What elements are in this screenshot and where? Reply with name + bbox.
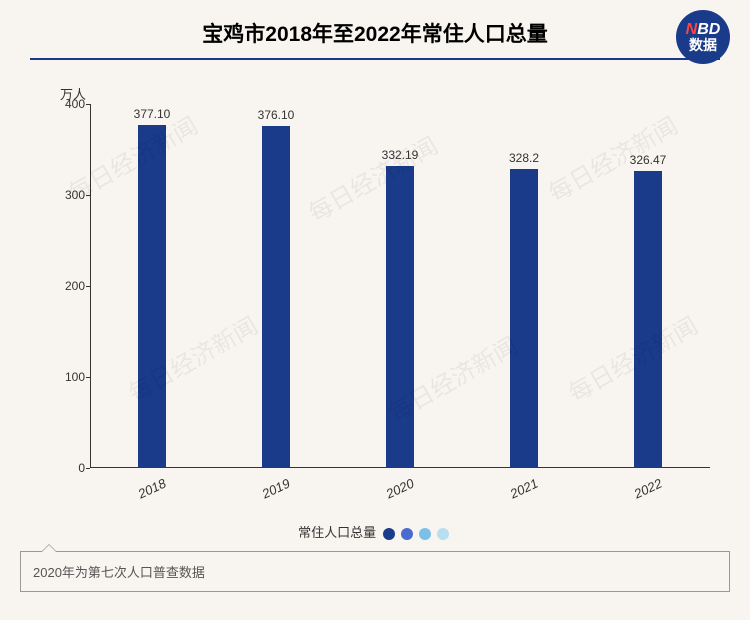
y-tick-mark xyxy=(86,286,90,287)
bar xyxy=(386,166,413,468)
y-tick-label: 400 xyxy=(50,97,85,111)
y-tick-mark xyxy=(86,468,90,469)
x-tick-label: 2020 xyxy=(384,476,417,502)
bar xyxy=(138,125,165,468)
bar-value-label: 328.2 xyxy=(509,151,539,165)
footnote-text: 2020年为第七次人口普查数据 xyxy=(33,565,205,580)
bar-value-label: 376.10 xyxy=(258,108,295,122)
y-tick-label: 100 xyxy=(50,370,85,384)
legend: 常住人口总量 xyxy=(0,522,750,541)
plot-region: 0100200300400377.102018376.102019332.192… xyxy=(90,104,710,468)
bar-value-label: 377.10 xyxy=(134,107,171,121)
y-axis-line xyxy=(90,104,91,468)
x-tick-label: 2018 xyxy=(136,476,169,502)
legend-swatch xyxy=(419,528,431,540)
bar xyxy=(262,126,289,468)
chart-area: 万人 0100200300400377.102018376.102019332.… xyxy=(30,78,720,508)
y-tick-mark xyxy=(86,104,90,105)
bar xyxy=(510,169,537,468)
y-tick-label: 200 xyxy=(50,279,85,293)
x-tick-label: 2022 xyxy=(632,476,665,502)
y-tick-mark xyxy=(86,195,90,196)
header: 宝鸡市2018年至2022年常住人口总量 NBD 数据 xyxy=(0,0,750,68)
legend-label: 常住人口总量 xyxy=(298,525,376,540)
legend-swatch xyxy=(401,528,413,540)
logo-top-text: NBD xyxy=(686,21,721,39)
chart-title: 宝鸡市2018年至2022年常住人口总量 xyxy=(20,18,730,48)
legend-swatch xyxy=(383,528,395,540)
logo-bottom-text: 数据 xyxy=(689,38,717,53)
bar-value-label: 326.47 xyxy=(630,153,667,167)
x-tick-label: 2021 xyxy=(508,476,541,502)
title-underline xyxy=(30,58,720,60)
x-tick-label: 2019 xyxy=(260,476,293,502)
footnote-pointer xyxy=(41,544,57,552)
legend-swatch xyxy=(437,528,449,540)
bar-value-label: 332.19 xyxy=(382,148,419,162)
y-tick-label: 0 xyxy=(50,461,85,475)
bar xyxy=(634,171,661,468)
footnote-box: 2020年为第七次人口普查数据 xyxy=(20,551,730,592)
nbd-logo: NBD 数据 xyxy=(676,10,730,64)
y-tick-mark xyxy=(86,377,90,378)
y-tick-label: 300 xyxy=(50,188,85,202)
